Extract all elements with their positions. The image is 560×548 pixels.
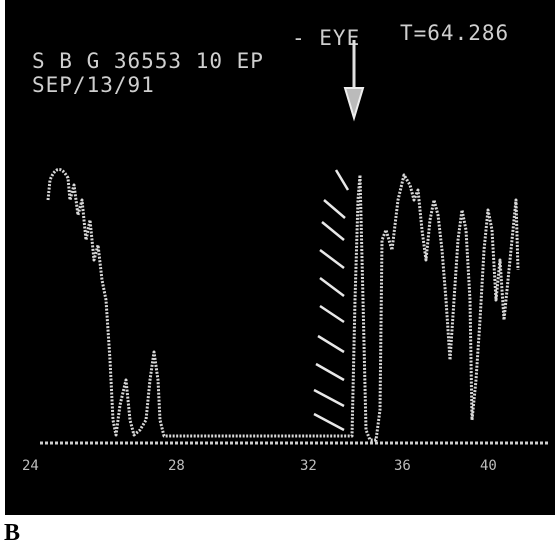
axis-label: 28: [168, 458, 185, 474]
axis-label: 32: [300, 458, 317, 474]
time-label: T=64.286: [400, 21, 509, 45]
axis-label: 36: [394, 458, 411, 474]
date-label: SEP/13/91: [32, 73, 155, 97]
axis-label: 24: [22, 458, 39, 474]
axis-label: 40: [480, 458, 497, 474]
eye-label: - EYE: [292, 26, 360, 50]
subject-label: S B G 36553 10 EP: [32, 49, 264, 73]
screenshot: - EYE T=64.286 S B G 36553 10 EP SEP/13/…: [0, 0, 560, 548]
panel-label: B: [4, 520, 20, 546]
